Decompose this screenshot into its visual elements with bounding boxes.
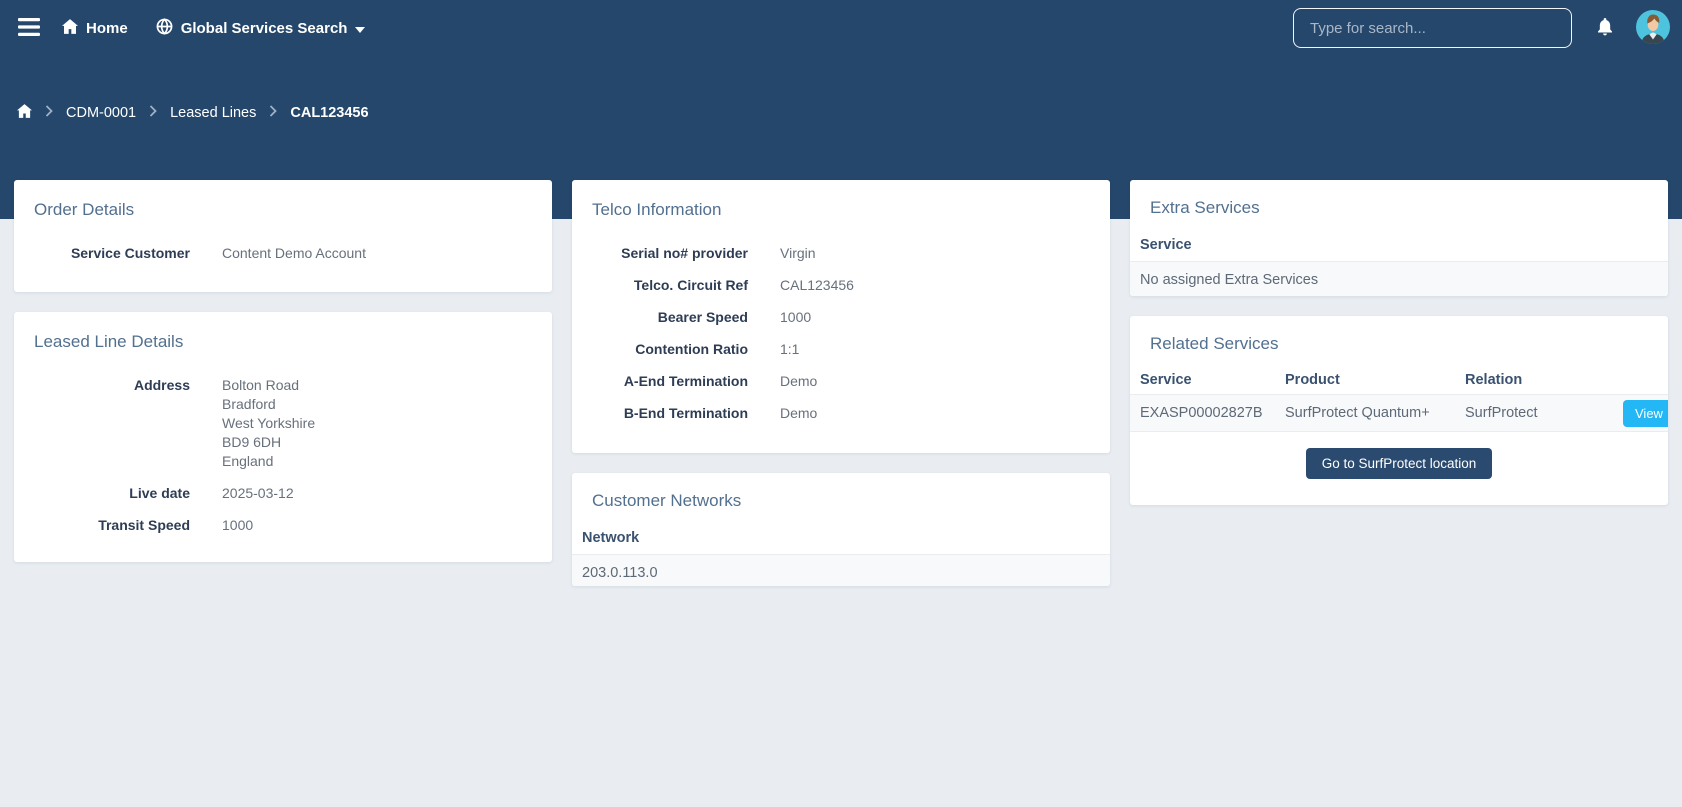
card-title: Telco Information: [592, 200, 722, 219]
address-line: England: [222, 453, 274, 469]
nav-global-services-label: Global Services Search: [180, 19, 348, 37]
globe-icon: [156, 17, 173, 39]
table-column-header: Service: [1140, 372, 1192, 388]
field-label: Contention Ratio: [635, 341, 748, 357]
field-value: 1000: [222, 517, 254, 533]
notifications-button[interactable]: [1595, 16, 1615, 40]
breadcrumb-item-current: CAL123456: [290, 105, 369, 121]
menu-toggle-button[interactable]: [16, 14, 42, 43]
column-middle: Telco Information Serial no# provider Vi…: [572, 180, 1110, 586]
card-title: Order Details: [34, 200, 135, 219]
breadcrumb-home-link[interactable]: [17, 104, 32, 122]
column-left: Order Details Service Customer Content D…: [14, 180, 552, 562]
detail-row: Bearer Speed 1000: [592, 308, 1090, 327]
extra-services-card: Extra Services Service No assigned Extra…: [1130, 180, 1668, 296]
go-to-surfprotect-button[interactable]: Go to SurfProtect location: [1305, 448, 1493, 479]
chevron-down-icon: [355, 20, 366, 37]
field-value: Demo: [780, 373, 818, 389]
table-column-header: Relation: [1465, 372, 1523, 388]
table-row: 203.0.113.0: [572, 554, 1110, 586]
card-title: Leased Line Details: [34, 332, 184, 351]
detail-row: Contention Ratio 1:1: [592, 340, 1090, 359]
field-value: Content Demo Account: [222, 245, 366, 261]
detail-row: A-End Termination Demo: [592, 372, 1090, 391]
view-button[interactable]: View: [1623, 399, 1668, 427]
field-label: B-End Termination: [623, 405, 748, 421]
detail-row: Serial no# provider Virgin: [592, 244, 1090, 263]
detail-row: Live date 2025-03-12: [34, 484, 532, 503]
home-icon: [62, 18, 78, 38]
top-navbar: Home Global Services Search: [0, 0, 1682, 56]
card-title: Extra Services: [1150, 198, 1260, 217]
home-icon: [17, 104, 32, 122]
detail-row: Address Bolton Road Bradford West Yorksh…: [34, 376, 532, 471]
address-line: Bolton Road: [222, 377, 300, 393]
user-avatar[interactable]: [1636, 9, 1670, 47]
field-label: Address: [133, 377, 190, 393]
table-row: EXASP00002827B SurfProtect Quantum+ Surf…: [1130, 394, 1668, 432]
field-label: Bearer Speed: [657, 309, 748, 325]
field-label: Serial no# provider: [621, 245, 748, 261]
bell-icon: [1595, 16, 1615, 40]
breadcrumb: CDM-0001 Leased Lines CAL123456: [0, 56, 1682, 122]
address-line: West Yorkshire: [222, 415, 316, 431]
breadcrumb-item-leased-lines[interactable]: Leased Lines: [170, 105, 257, 121]
avatar-image: [1636, 9, 1670, 47]
field-label: Live date: [129, 485, 190, 501]
detail-row: Transit Speed 1000: [34, 516, 532, 535]
search-input[interactable]: [1293, 8, 1572, 48]
field-value: Virgin: [780, 245, 816, 261]
main-content: Order Details Service Customer Content D…: [0, 180, 1682, 586]
field-label: Telco. Circuit Ref: [633, 277, 748, 293]
nav-home-label: Home: [86, 19, 128, 37]
field-value: CAL123456: [780, 277, 854, 293]
service-cell: EXASP00002827B: [1140, 405, 1263, 421]
breadcrumb-item-account[interactable]: CDM-0001: [66, 105, 137, 121]
field-label: Service Customer: [70, 245, 190, 261]
table-column-header: Service: [1140, 237, 1192, 253]
address-value: Bolton Road Bradford West Yorkshire BD9 …: [222, 376, 315, 471]
field-value: Demo: [780, 405, 818, 421]
chevron-right-icon: [149, 105, 157, 121]
chevron-right-icon: [45, 105, 53, 121]
address-line: Bradford: [222, 396, 276, 412]
address-line: BD9 6DH: [222, 434, 282, 450]
empty-state-row: No assigned Extra Services: [1130, 261, 1668, 296]
related-services-card: Related Services Service Product Relatio…: [1130, 316, 1668, 505]
customer-networks-card: Customer Networks Network 203.0.113.0: [572, 473, 1110, 586]
field-value: 1:1: [780, 341, 800, 357]
card-title: Related Services: [1150, 334, 1279, 353]
card-title: Customer Networks: [592, 491, 742, 510]
nav-home-link[interactable]: Home: [62, 18, 128, 38]
relation-cell: SurfProtect: [1465, 405, 1538, 421]
detail-row: Telco. Circuit Ref CAL123456: [592, 276, 1090, 295]
detail-row: Service Customer Content Demo Account: [34, 244, 532, 263]
hamburger-icon: [18, 17, 40, 39]
field-label: Transit Speed: [98, 517, 190, 533]
table-header-row: Service Product Relation: [1130, 366, 1668, 394]
field-label: A-End Termination: [623, 373, 748, 389]
field-value: 1000: [780, 309, 812, 325]
table-column-header: Product: [1285, 372, 1340, 388]
column-right: Extra Services Service No assigned Extra…: [1130, 180, 1668, 505]
order-details-card: Order Details Service Customer Content D…: [14, 180, 552, 292]
field-value: 2025-03-12: [222, 485, 294, 501]
leased-line-details-card: Leased Line Details Address Bolton Road …: [14, 312, 552, 562]
chevron-right-icon: [269, 105, 278, 121]
table-column-header: Network: [582, 530, 640, 546]
detail-row: B-End Termination Demo: [592, 404, 1090, 423]
nav-global-services-dropdown[interactable]: Global Services Search: [156, 17, 366, 39]
product-cell: SurfProtect Quantum+: [1285, 405, 1430, 421]
telco-information-card: Telco Information Serial no# provider Vi…: [572, 180, 1110, 453]
